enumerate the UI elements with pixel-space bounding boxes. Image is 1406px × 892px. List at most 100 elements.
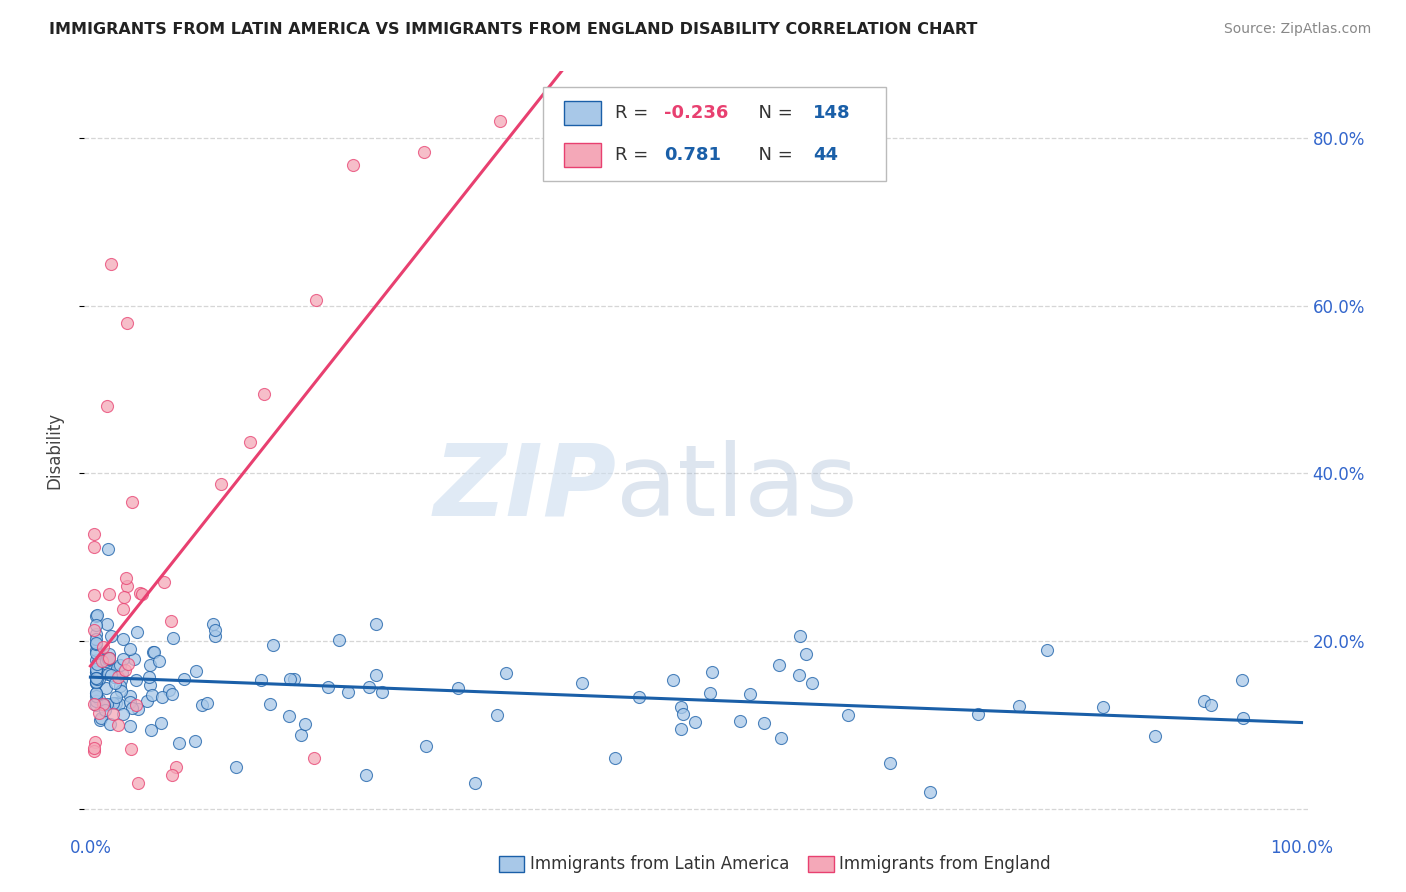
Point xyxy=(86,646,108,660)
Text: R =: R = xyxy=(616,145,659,164)
Point xyxy=(111,665,134,680)
Point xyxy=(94,681,117,695)
Point xyxy=(201,617,224,632)
Point xyxy=(278,709,301,723)
Point xyxy=(86,671,108,685)
Point xyxy=(97,652,120,666)
Point xyxy=(86,672,108,686)
Point xyxy=(683,715,706,730)
Point xyxy=(141,689,163,703)
Point xyxy=(108,657,131,672)
FancyBboxPatch shape xyxy=(564,143,600,167)
Point xyxy=(86,643,108,657)
Text: Source: ZipAtlas.com: Source: ZipAtlas.com xyxy=(1223,22,1371,37)
Point xyxy=(304,293,326,307)
Point xyxy=(769,731,792,745)
Point xyxy=(966,707,988,722)
Point xyxy=(262,638,284,652)
Point xyxy=(485,707,508,722)
Point xyxy=(83,540,105,554)
Y-axis label: Disability: Disability xyxy=(45,412,63,489)
Point xyxy=(728,714,751,728)
Point xyxy=(107,670,129,684)
Point xyxy=(86,653,108,667)
Point xyxy=(104,697,127,711)
Point xyxy=(83,526,105,541)
Point xyxy=(357,680,380,694)
Point xyxy=(364,668,387,682)
Point xyxy=(115,571,138,585)
Point xyxy=(190,698,212,713)
Point xyxy=(139,657,162,672)
Point xyxy=(141,723,163,738)
Point xyxy=(1232,673,1254,688)
Point xyxy=(91,654,114,668)
Point xyxy=(86,627,108,641)
Point xyxy=(125,673,148,688)
Point xyxy=(100,667,122,681)
Point xyxy=(87,672,110,686)
Point xyxy=(671,699,693,714)
Point xyxy=(87,691,110,706)
Point xyxy=(101,696,124,710)
Point xyxy=(112,707,135,722)
Point xyxy=(768,658,790,673)
Point xyxy=(143,645,166,659)
Text: N =: N = xyxy=(748,104,799,122)
Point xyxy=(125,624,148,639)
Point xyxy=(118,641,141,656)
Point xyxy=(1092,700,1115,714)
Point xyxy=(125,698,148,712)
Point xyxy=(195,697,218,711)
Point xyxy=(86,694,108,708)
Point xyxy=(86,657,108,672)
Point xyxy=(173,672,195,686)
Point xyxy=(91,697,114,711)
Point xyxy=(96,657,118,671)
Point xyxy=(204,629,226,643)
Point xyxy=(259,698,281,712)
Point xyxy=(184,733,207,747)
Point xyxy=(160,768,183,782)
Point xyxy=(112,651,135,665)
Point xyxy=(669,723,692,737)
Point xyxy=(111,632,134,647)
Point xyxy=(86,635,108,649)
Point xyxy=(86,665,108,679)
Point xyxy=(115,578,138,592)
Point xyxy=(1144,729,1167,743)
Text: 44: 44 xyxy=(814,145,838,164)
Point xyxy=(253,387,276,401)
Point xyxy=(316,680,339,694)
Point xyxy=(84,735,107,749)
Point xyxy=(96,400,118,414)
Point xyxy=(700,665,723,679)
Text: Immigrants from England: Immigrants from England xyxy=(839,855,1052,873)
Point xyxy=(97,663,120,677)
Point xyxy=(86,637,108,651)
Point xyxy=(167,736,190,750)
Point xyxy=(800,676,823,690)
Point xyxy=(115,316,138,330)
Point xyxy=(86,675,108,690)
Point xyxy=(571,675,593,690)
Point xyxy=(89,713,111,727)
Point xyxy=(94,703,117,717)
Point xyxy=(86,673,108,687)
Text: ZIP: ZIP xyxy=(433,440,616,537)
Point xyxy=(787,668,810,682)
Point xyxy=(209,477,232,491)
Point xyxy=(139,678,162,692)
Point xyxy=(108,679,131,693)
Point xyxy=(117,657,139,672)
Point xyxy=(415,739,437,754)
Point xyxy=(124,652,146,666)
Point xyxy=(91,640,114,655)
Point xyxy=(464,776,486,790)
Point xyxy=(118,689,141,703)
Point xyxy=(96,617,118,632)
Point xyxy=(153,575,176,590)
Point xyxy=(110,673,132,687)
Point xyxy=(447,681,470,696)
Point xyxy=(740,687,762,701)
